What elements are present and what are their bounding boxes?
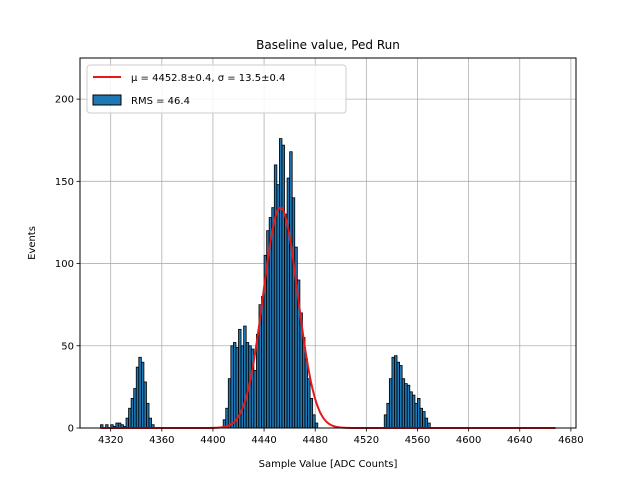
y-tick-label: 100 [55, 259, 74, 270]
x-tick-label: 4520 [354, 435, 379, 446]
legend-histogram-label: RMS = 46.4 [131, 96, 190, 107]
y-tick-label: 150 [55, 177, 74, 188]
x-tick-label: 4440 [251, 435, 276, 446]
x-tick-label: 4360 [149, 435, 174, 446]
x-tick-label: 4640 [507, 435, 532, 446]
legend-box [86, 64, 347, 114]
y-axis-ticks: 0 50 100 150 200 [55, 95, 80, 435]
x-axis-label: Sample Value [ADC Counts] [259, 459, 398, 470]
plot-area-frame [79, 57, 577, 429]
legend-fit-label: μ = 4452.8±0.4, σ = 13.5±0.4 [131, 73, 285, 84]
y-tick-label: 0 [68, 424, 74, 435]
chart-title: Baseline value, Ped Run [256, 38, 400, 52]
histogram-bar [314, 422, 319, 429]
x-axis-ticks: 4320 4360 4400 4440 4480 4520 4560 4600 4640 4680 [98, 428, 584, 446]
x-tick-label: 4480 [302, 435, 327, 446]
legend-histogram-swatch [92, 94, 122, 106]
x-tick-label: 4560 [405, 435, 430, 446]
legend: μ = 4452.8±0.4, σ = 13.5±0.4 RMS = 46.4 [86, 64, 347, 114]
x-tick-label: 4680 [558, 435, 583, 446]
y-tick-label: 50 [61, 341, 74, 352]
x-tick-label: 4320 [98, 435, 123, 446]
x-tick-label: 4400 [200, 435, 225, 446]
y-axis-label: Events [27, 226, 38, 260]
x-tick-label: 4600 [456, 435, 481, 446]
y-tick-label: 200 [55, 95, 74, 106]
